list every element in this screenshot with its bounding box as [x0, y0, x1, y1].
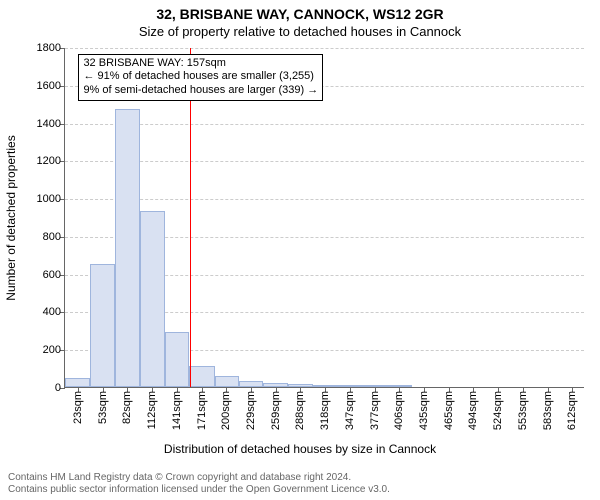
y-tick-label: 0 [55, 382, 65, 394]
x-tick-label: 288sqm [294, 387, 306, 430]
histogram-bar [215, 376, 239, 387]
x-tick-label: 259sqm [270, 387, 282, 430]
y-tick-label: 1200 [37, 155, 65, 167]
annotation-line: 32 BRISBANE WAY: 157sqm [83, 57, 318, 71]
plot-area: 02004006008001000120014001600180023sqm53… [64, 48, 584, 388]
annotation-line: 9% of semi-detached houses are larger (3… [83, 84, 318, 98]
y-tick-label: 1000 [37, 193, 65, 205]
x-tick-label: 494sqm [467, 387, 479, 430]
annotation-line: ← 91% of detached houses are smaller (3,… [83, 70, 318, 84]
x-tick-label: 465sqm [443, 387, 455, 430]
gridline [65, 124, 584, 125]
y-tick-label: 800 [43, 231, 65, 243]
histogram-bar [189, 366, 214, 387]
x-tick-label: 377sqm [369, 387, 381, 430]
y-tick-label: 200 [43, 344, 65, 356]
x-tick-label: 53sqm [97, 387, 109, 424]
histogram-bar [90, 264, 115, 387]
histogram-bar [115, 109, 139, 387]
y-axis-label: Number of detached properties [4, 135, 18, 300]
x-tick-label: 553sqm [517, 387, 529, 430]
gridline [65, 199, 584, 200]
x-tick-label: 435sqm [418, 387, 430, 430]
x-tick-label: 23sqm [72, 387, 84, 424]
x-tick-label: 583sqm [542, 387, 554, 430]
footer-attribution: Contains HM Land Registry data © Crown c… [8, 472, 390, 496]
x-tick-label: 406sqm [393, 387, 405, 430]
footer-line-1: Contains HM Land Registry data © Crown c… [8, 472, 390, 484]
x-tick-label: 200sqm [220, 387, 232, 430]
x-tick-label: 171sqm [196, 387, 208, 430]
histogram-bar [65, 378, 90, 387]
histogram-bar [165, 332, 189, 387]
x-tick-label: 82sqm [121, 387, 133, 424]
y-tick-label: 1800 [37, 42, 65, 54]
y-tick-label: 1400 [37, 118, 65, 130]
chart-title-description: Size of property relative to detached ho… [0, 24, 600, 39]
x-axis-label: Distribution of detached houses by size … [0, 442, 600, 456]
x-tick-label: 112sqm [146, 387, 158, 429]
x-tick-label: 229sqm [245, 387, 257, 430]
gridline [65, 48, 584, 49]
x-tick-label: 141sqm [171, 387, 183, 430]
histogram-bar [140, 211, 165, 387]
footer-line-2: Contains public sector information licen… [8, 484, 390, 496]
y-tick-label: 600 [43, 269, 65, 281]
annotation-box: 32 BRISBANE WAY: 157sqm← 91% of detached… [78, 54, 323, 101]
y-tick-label: 400 [43, 306, 65, 318]
x-tick-label: 347sqm [344, 387, 356, 430]
x-tick-label: 524sqm [492, 387, 504, 430]
gridline [65, 161, 584, 162]
chart-title-address: 32, BRISBANE WAY, CANNOCK, WS12 2GR [0, 6, 600, 22]
x-tick-label: 612sqm [566, 387, 578, 430]
chart-container: 32, BRISBANE WAY, CANNOCK, WS12 2GR Size… [0, 0, 600, 500]
x-tick-label: 318sqm [319, 387, 331, 430]
y-tick-label: 1600 [37, 80, 65, 92]
